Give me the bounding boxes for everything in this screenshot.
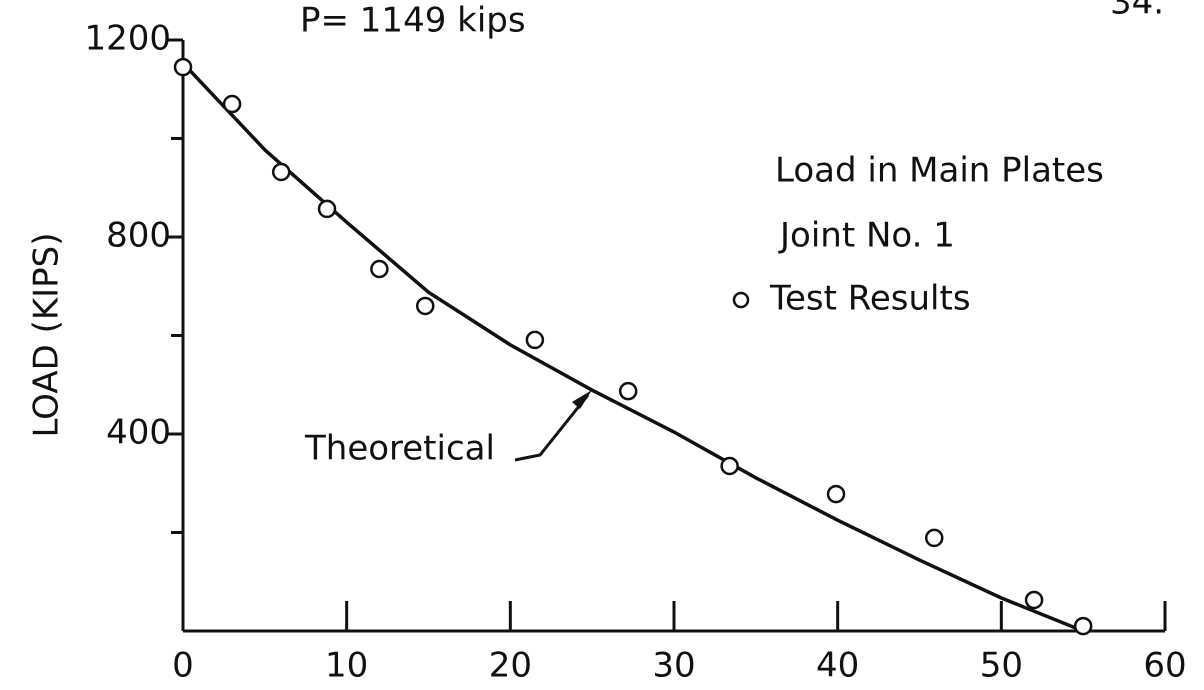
test-point — [924, 528, 944, 548]
line-label: Theoretical — [304, 429, 495, 469]
test-point — [317, 199, 337, 219]
y-tick-label: 1200 — [84, 19, 171, 59]
legend-marker — [732, 291, 750, 309]
annotation: Joint No. 1 — [778, 216, 955, 256]
annotation-arrow — [514, 394, 590, 462]
legend-label: Test Results — [769, 279, 971, 319]
test-point — [1024, 590, 1044, 610]
test-point — [271, 162, 291, 182]
test-point — [370, 259, 389, 279]
test-point — [826, 484, 846, 504]
x-tick-label: 50 — [980, 646, 1023, 686]
test-point — [222, 94, 242, 114]
x-tick-label: 40 — [816, 646, 859, 686]
annotation: Load in Main Plates — [775, 151, 1104, 191]
test-point — [173, 57, 193, 77]
arrow-head — [572, 390, 592, 409]
y-axis-label: LOAD (KIPS) — [27, 232, 67, 437]
test-point — [525, 330, 545, 350]
theoretical-line — [181, 61, 1084, 633]
test-point — [618, 381, 638, 401]
x-tick-label: 20 — [489, 646, 532, 686]
annotation: P= 1149 kips — [300, 1, 526, 41]
y-tick-label: 800 — [106, 216, 171, 256]
test-point — [415, 296, 435, 316]
x-tick-label: 30 — [652, 646, 695, 686]
x-tick-label: 60 — [1143, 646, 1186, 686]
x-tick-label: 0 — [172, 646, 194, 686]
y-tick-label: 400 — [106, 413, 171, 453]
x-tick-label: 10 — [325, 646, 368, 686]
page-number: 34. — [1110, 0, 1164, 23]
test-point — [1073, 616, 1093, 636]
test-point — [720, 456, 739, 476]
